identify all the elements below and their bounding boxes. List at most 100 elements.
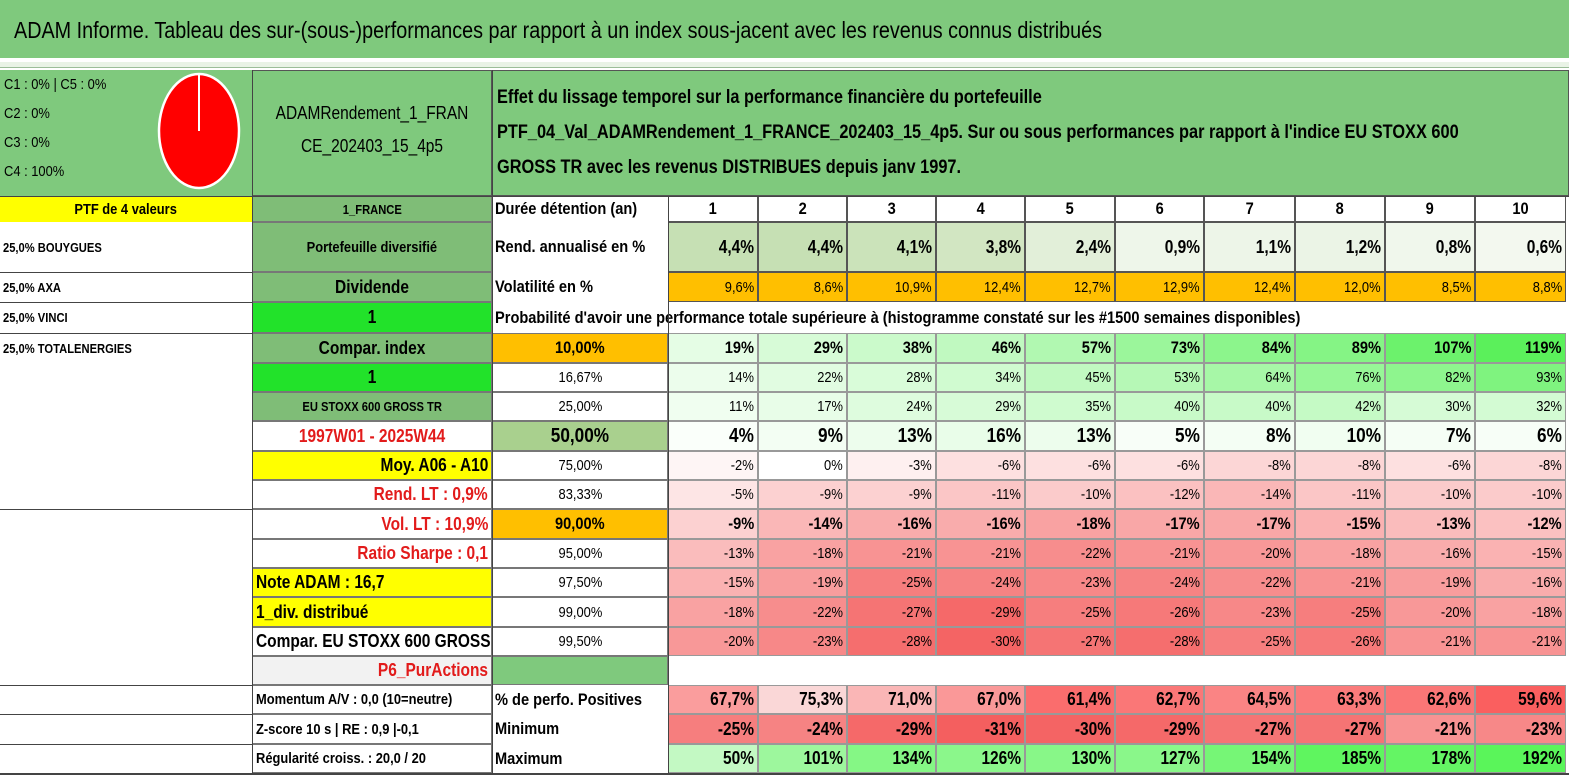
maximum-value: 178%	[1385, 744, 1475, 773]
probability-value-text: 40%	[1174, 398, 1200, 415]
info-momentum-text: Momentum A/V : 0,0 (10=neutre)	[256, 691, 453, 708]
probability-value: -18%	[668, 597, 758, 627]
probability-value: -6%	[1025, 451, 1115, 480]
row-divider	[0, 302, 252, 303]
year-header: 5	[1025, 196, 1115, 222]
maximum-label-text: Maximum	[495, 748, 563, 768]
vol-value-text: 8,6%	[813, 278, 843, 296]
probability-value-text: -20%	[1260, 545, 1291, 562]
probability-value: 8%	[1204, 421, 1295, 451]
probability-value: 30%	[1385, 392, 1475, 421]
probability-value-text: 64%	[1265, 369, 1291, 386]
probability-value: 40%	[1115, 392, 1204, 421]
probability-value: -17%	[1115, 509, 1204, 539]
positive-value: 63,3%	[1295, 685, 1385, 714]
positive-value: 67,7%	[668, 685, 758, 714]
info-compar-label: Compar. index	[252, 333, 492, 363]
rend-value-text: 0,9%	[1164, 236, 1200, 257]
probability-value-text: 19%	[724, 338, 754, 357]
probability-value: -9%	[758, 480, 847, 509]
probability-value-text: -15%	[1346, 514, 1381, 533]
probability-value: 76%	[1295, 363, 1385, 392]
positive-value-text: 61,4%	[1067, 689, 1111, 709]
probability-value-text: -27%	[1080, 633, 1111, 650]
column-divider	[668, 196, 669, 774]
probability-value-text: -22%	[812, 603, 843, 621]
probability-value-text: -10%	[1080, 486, 1111, 503]
year-header: 4	[936, 196, 1025, 222]
probability-value: -12%	[1115, 480, 1204, 509]
minimum-value-text: -27%	[1254, 718, 1291, 739]
positive-value: 62,6%	[1385, 685, 1475, 714]
probability-value-text: -22%	[1260, 574, 1291, 591]
probability-value: 22%	[758, 363, 847, 392]
probability-value-text: 4%	[729, 424, 754, 447]
probability-value: 4%	[668, 421, 758, 451]
probability-value: -23%	[1025, 568, 1115, 597]
probability-value-text: 30%	[1445, 398, 1471, 415]
probability-value-text: 11%	[729, 398, 754, 415]
minimum-value-text: -27%	[1344, 718, 1381, 739]
probability-level-text: 90,00%	[555, 514, 605, 533]
minimum-value: -29%	[847, 714, 936, 744]
probability-value: -30%	[936, 627, 1025, 656]
probability-level: 90,00%	[492, 509, 668, 539]
probability-value: 32%	[1475, 392, 1566, 421]
probability-value-text: 107%	[1433, 338, 1471, 357]
probability-value-text: 76%	[1355, 369, 1381, 386]
probability-value-text: -6%	[1088, 457, 1111, 474]
portfolio-name-cell: ADAMRendement_1_FRAN CE_202403_15_4p5	[252, 70, 492, 196]
rend-value: 0,9%	[1115, 222, 1204, 272]
rend-value-text: 4,1%	[896, 236, 932, 257]
probability-value: 40%	[1204, 392, 1295, 421]
probability-value: 10%	[1295, 421, 1385, 451]
probability-value-text: -16%	[986, 514, 1021, 533]
probability-value: 29%	[758, 333, 847, 363]
probability-value-text: -30%	[990, 633, 1021, 650]
probability-value: 73%	[1115, 333, 1204, 363]
info-zscore-text: Z-score 10 s | RE : 0,9 |-0,1	[256, 720, 419, 738]
probability-value: -21%	[1385, 627, 1475, 656]
probability-value-text: -9%	[820, 486, 843, 503]
probability-value: -22%	[1204, 568, 1295, 597]
probability-value: -16%	[1475, 568, 1566, 597]
maximum-value: 127%	[1115, 744, 1204, 773]
maximum-value: 50%	[668, 744, 758, 773]
probability-value-text: 57%	[1081, 338, 1111, 357]
minimum-value: -27%	[1295, 714, 1385, 744]
holding-row: 25,0% TOTALENERGIES	[0, 333, 252, 363]
probability-value: -23%	[758, 627, 847, 656]
positive-label: % de perfo. Positives	[492, 685, 668, 714]
info-sharpe: Ratio Sharpe : 0,1	[252, 539, 492, 568]
rend-value: 1,2%	[1295, 222, 1385, 272]
probability-value: -16%	[936, 509, 1025, 539]
info-regularite-text: Régularité croiss. : 20,0 / 20	[256, 750, 426, 767]
minimum-value-text: -29%	[895, 718, 932, 739]
probability-value: -27%	[1025, 627, 1115, 656]
minimum-value: -27%	[1204, 714, 1295, 744]
probability-value-text: -15%	[723, 574, 754, 591]
probability-value-text: 6%	[1537, 424, 1562, 447]
maximum-value: 192%	[1475, 744, 1566, 773]
vol-value: 12,9%	[1115, 272, 1204, 302]
probability-value: 14%	[668, 363, 758, 392]
year-header-text: 2	[798, 199, 807, 218]
probability-value: -28%	[847, 627, 936, 656]
probability-value: 11%	[668, 392, 758, 421]
year-header: 6	[1115, 196, 1204, 222]
vol-value-text: 10,9%	[895, 278, 932, 296]
maximum-value-text: 101%	[803, 748, 843, 768]
positive-label-text: % de perfo. Positives	[495, 689, 643, 709]
probability-value-text: -18%	[723, 603, 754, 621]
probability-value-text: 9%	[818, 424, 843, 447]
vol-value: 8,6%	[758, 272, 847, 302]
maximum-value: 185%	[1295, 744, 1385, 773]
vol-value: 12,4%	[1204, 272, 1295, 302]
info-dividend-value-text: 1	[367, 307, 377, 327]
info-index-name: EU STOXX 600 GROSS TR	[252, 392, 492, 421]
minimum-value: -29%	[1115, 714, 1204, 744]
probability-value-text: -18%	[1076, 514, 1111, 533]
probability-value-text: -25%	[1080, 603, 1111, 621]
info-dividend-label-text: Dividende	[335, 276, 409, 297]
probability-value: -18%	[1475, 597, 1566, 627]
